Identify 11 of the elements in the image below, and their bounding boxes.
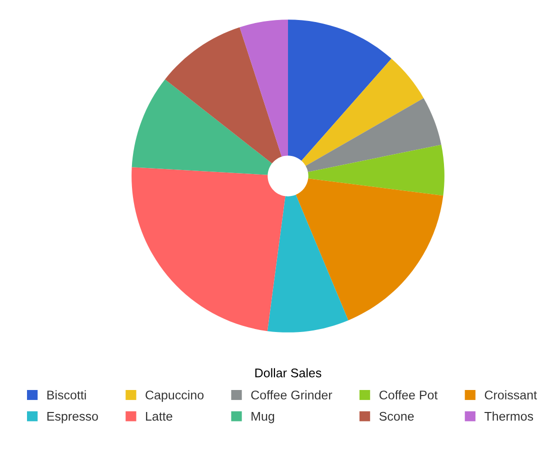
legend-label: Coffee Grinder: [251, 390, 332, 400]
legend-label: Espresso: [47, 412, 98, 424]
legend-label: Coffee Pot: [379, 390, 438, 400]
text: Dollar Sales: [255, 368, 322, 378]
legend-label: Biscotti: [47, 390, 86, 400]
legend-label: Mug: [252, 412, 274, 424]
legend-label: Capuccino: [146, 390, 204, 402]
legend-label: Croissant: [484, 390, 537, 400]
legend-label: Latte: [146, 412, 172, 421]
legend-label: Thermos: [484, 412, 534, 421]
legend-label: Scone: [379, 412, 414, 421]
